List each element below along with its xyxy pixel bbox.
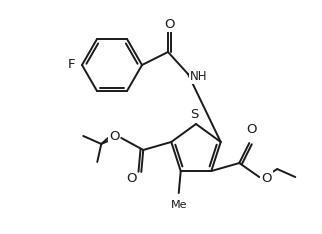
Text: O: O [165,18,175,30]
Text: NH: NH [190,70,207,84]
Text: O: O [261,172,272,185]
Text: Me: Me [170,200,187,210]
Text: O: O [109,131,119,143]
Text: F: F [68,58,75,72]
Text: O: O [126,172,136,186]
Text: O: O [246,123,257,136]
Text: S: S [190,108,198,121]
